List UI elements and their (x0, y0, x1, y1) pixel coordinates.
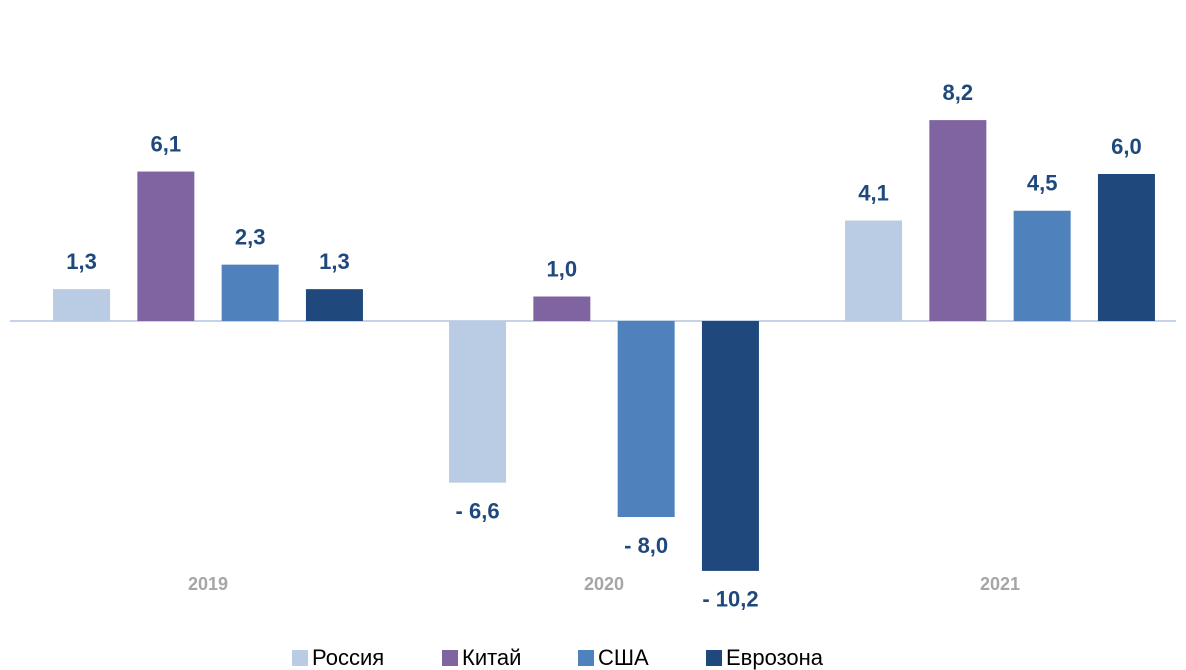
x-tick-label: 2020 (584, 574, 624, 594)
value-label: 6,0 (1111, 134, 1142, 159)
bar (617, 321, 675, 517)
legend-label: Еврозона (726, 645, 824, 670)
bar (1013, 210, 1071, 321)
bar (929, 120, 987, 321)
x-tick-label: 2019 (188, 574, 228, 594)
bar (137, 171, 195, 321)
legend-label: США (598, 645, 649, 670)
bar (1097, 174, 1155, 321)
bar (305, 289, 363, 321)
legend-swatch (706, 650, 722, 666)
bar (845, 220, 903, 321)
value-label: 4,1 (858, 180, 889, 205)
bar (221, 264, 279, 321)
bar (701, 321, 759, 571)
bar (53, 289, 111, 321)
legend-label: Россия (312, 645, 384, 670)
value-label: 1,3 (319, 249, 350, 274)
legend-swatch (578, 650, 594, 666)
value-label: 1,0 (547, 256, 578, 281)
bar (533, 296, 591, 321)
value-label: - 10,2 (702, 587, 758, 612)
value-label: 6,1 (151, 131, 182, 156)
legend-label: Китай (462, 645, 521, 670)
value-label: - 6,6 (456, 499, 500, 524)
value-label: 2,3 (235, 224, 266, 249)
x-tick-label: 2021 (980, 574, 1020, 594)
value-label: 1,3 (66, 249, 97, 274)
value-label: 4,5 (1027, 171, 1058, 196)
value-label: - 8,0 (624, 533, 668, 558)
legend-swatch (442, 650, 458, 666)
legend-swatch (292, 650, 308, 666)
bar (449, 321, 507, 483)
value-label: 8,2 (943, 80, 974, 105)
